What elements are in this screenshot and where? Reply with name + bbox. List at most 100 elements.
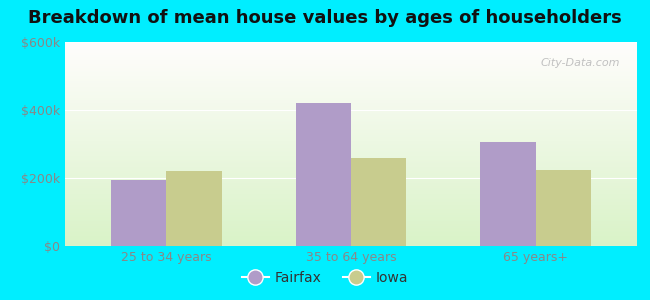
Bar <box>65 46 637 47</box>
Bar <box>65 164 637 165</box>
Bar <box>65 163 637 164</box>
Bar <box>65 212 637 213</box>
Bar <box>65 145 637 146</box>
Bar <box>65 180 637 181</box>
Bar <box>65 79 637 80</box>
Bar <box>65 225 637 226</box>
Bar <box>65 80 637 81</box>
Bar <box>65 129 637 130</box>
Bar <box>65 71 637 72</box>
Bar <box>65 229 637 230</box>
Bar <box>65 139 637 140</box>
Bar <box>65 185 637 186</box>
Bar <box>65 98 637 99</box>
Bar <box>65 58 637 59</box>
Bar <box>65 219 637 220</box>
Bar <box>65 205 637 206</box>
Bar <box>65 196 637 197</box>
Bar <box>65 226 637 227</box>
Bar <box>296 103 351 246</box>
Bar <box>65 237 637 238</box>
Bar <box>65 134 637 135</box>
Bar <box>65 191 637 192</box>
Bar <box>65 72 637 73</box>
Bar <box>65 165 637 166</box>
Bar <box>65 220 637 221</box>
Bar <box>65 132 637 133</box>
Bar <box>65 208 637 209</box>
Bar <box>65 218 637 219</box>
Bar <box>65 245 637 246</box>
Bar <box>65 190 637 191</box>
Bar <box>65 157 637 158</box>
Bar <box>65 171 637 172</box>
Bar <box>65 154 637 155</box>
Bar <box>65 68 637 69</box>
Bar <box>65 112 637 113</box>
Bar <box>65 120 637 121</box>
Bar <box>65 188 637 189</box>
Bar <box>65 130 637 131</box>
Bar <box>65 116 637 117</box>
Bar <box>65 51 637 52</box>
Bar <box>65 147 637 148</box>
Bar <box>65 128 637 129</box>
Bar <box>65 243 637 244</box>
Bar <box>65 152 637 153</box>
Bar <box>65 239 637 240</box>
Bar <box>65 87 637 88</box>
Bar <box>65 162 637 163</box>
Bar <box>65 94 637 95</box>
Bar <box>65 221 637 222</box>
Bar <box>65 93 637 94</box>
Bar <box>65 155 637 156</box>
Bar <box>65 192 637 193</box>
Bar <box>65 146 637 147</box>
Bar <box>65 199 637 200</box>
Bar <box>65 95 637 96</box>
Bar <box>65 59 637 60</box>
Bar <box>65 170 637 171</box>
Bar <box>65 92 637 93</box>
Bar <box>65 84 637 85</box>
Bar <box>65 144 637 145</box>
Bar <box>65 100 637 101</box>
Bar <box>65 187 637 188</box>
Bar <box>65 74 637 75</box>
Bar <box>65 227 637 228</box>
Bar <box>65 136 637 137</box>
Bar <box>65 216 637 217</box>
Bar <box>65 207 637 208</box>
Bar <box>65 60 637 61</box>
Bar <box>65 63 637 64</box>
Bar <box>65 242 637 243</box>
Bar <box>65 151 637 152</box>
Bar <box>65 108 637 109</box>
Text: Breakdown of mean house values by ages of householders: Breakdown of mean house values by ages o… <box>28 9 622 27</box>
Bar <box>480 142 536 246</box>
Bar <box>65 213 637 214</box>
Bar <box>65 88 637 89</box>
Bar <box>65 169 637 170</box>
Bar <box>351 158 406 246</box>
Bar <box>65 200 637 201</box>
Bar <box>65 90 637 91</box>
Bar <box>65 99 637 100</box>
Bar <box>65 153 637 154</box>
Bar <box>65 55 637 56</box>
Bar <box>65 181 637 182</box>
Bar <box>65 52 637 53</box>
Bar <box>65 176 637 177</box>
Bar <box>65 111 637 112</box>
Bar <box>65 75 637 76</box>
Bar <box>65 66 637 67</box>
Bar <box>65 141 637 142</box>
Bar <box>65 179 637 180</box>
Bar <box>65 67 637 68</box>
Bar <box>65 235 637 236</box>
Bar <box>65 209 637 210</box>
Bar <box>65 44 637 45</box>
Bar <box>65 197 637 198</box>
Bar <box>65 85 637 86</box>
Bar <box>65 118 637 119</box>
